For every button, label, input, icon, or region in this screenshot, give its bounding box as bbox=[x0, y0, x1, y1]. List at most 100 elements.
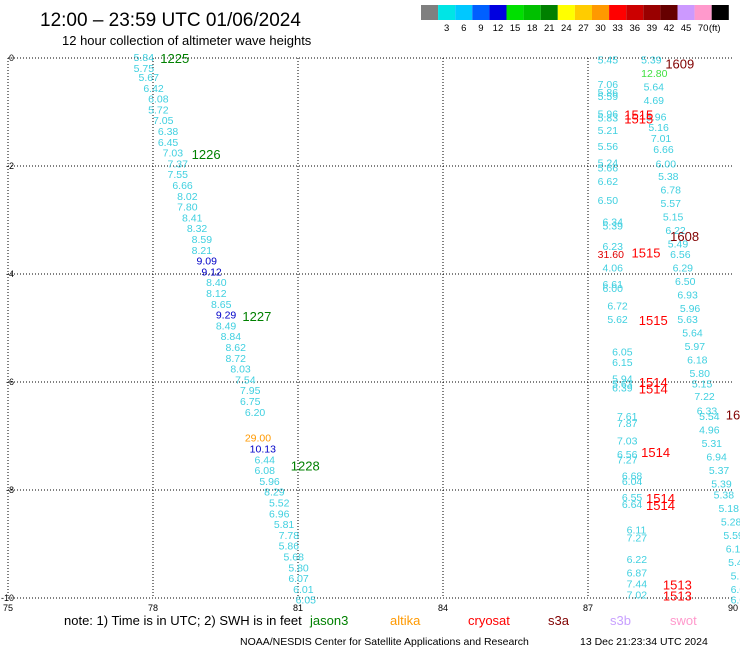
wave-height-label: 5.48 bbox=[728, 557, 740, 569]
legend-swatch bbox=[592, 5, 610, 20]
wave-height-label: 6.64 bbox=[622, 499, 643, 511]
wave-height-label: 5.38 bbox=[658, 171, 679, 183]
x-tick-label: 84 bbox=[438, 603, 448, 613]
wave-height-label: 7.06 bbox=[598, 79, 619, 91]
wave-height-label: 6.55 bbox=[622, 492, 643, 504]
wave-height-label: 6.68 bbox=[622, 471, 643, 483]
wave-height-label: 5.28 bbox=[721, 516, 740, 528]
wave-height-label: 6.05 bbox=[612, 346, 633, 358]
wave-height-label: 5.56 bbox=[598, 141, 619, 153]
satellite-legend: jason3 altika cryosat s3a s3b swot bbox=[309, 613, 697, 628]
wave-height-label: 5.66 bbox=[598, 163, 619, 175]
wave-height-label: 7.37 bbox=[168, 158, 189, 170]
legend-tick-label: 45 bbox=[681, 23, 692, 34]
pass-time-label: 1228 bbox=[291, 459, 320, 474]
wave-height-label: 6.08 bbox=[148, 94, 169, 106]
wave-height-label: 5.16 bbox=[648, 122, 669, 134]
legend-swatch bbox=[660, 5, 678, 20]
legend-swatch bbox=[643, 5, 661, 20]
wave-height-label: 5.96 bbox=[646, 111, 667, 123]
x-tick-label: 78 bbox=[148, 603, 158, 613]
pass-time-label: 1609 bbox=[665, 56, 694, 71]
wave-height-label: 6.33 bbox=[697, 406, 718, 418]
wave-height-label: 6.44 bbox=[255, 454, 276, 466]
wave-height-label: 6.61 bbox=[603, 279, 624, 291]
wave-height-label: 7.87 bbox=[617, 418, 638, 430]
wave-height-label: 5.96 bbox=[598, 109, 619, 121]
wave-height-label: 6.56 bbox=[670, 249, 691, 261]
legend-tick-label: 3 bbox=[444, 23, 449, 34]
wave-height-label: 5.96 bbox=[680, 303, 701, 315]
wave-height-label: 8.32 bbox=[187, 223, 208, 235]
satellite-name: jason3 bbox=[309, 613, 348, 628]
wave-height-label: 6.42 bbox=[143, 83, 164, 95]
legend-tick-label: 18 bbox=[527, 23, 538, 34]
wave-height-label: 5.62 bbox=[607, 314, 628, 326]
wave-height-label: 6.22 bbox=[665, 225, 686, 237]
legend-tick-label: 70 bbox=[698, 23, 709, 34]
wave-height-label: 6.66 bbox=[172, 180, 193, 192]
wave-height-label: 6.01 bbox=[293, 584, 314, 596]
wave-height-label: 29.00 bbox=[245, 433, 271, 445]
wave-height-label: 5.83 bbox=[598, 112, 619, 124]
wave-height-label: 6.23 bbox=[603, 241, 624, 253]
wave-height-label: 6.66 bbox=[653, 144, 674, 156]
pass-time-label: 1227 bbox=[242, 309, 271, 324]
y-tick-label: 0 bbox=[9, 53, 14, 63]
pass-time-label: 1515 bbox=[639, 313, 668, 328]
wave-height-label: 8.12 bbox=[206, 288, 227, 300]
x-tick-label: 81 bbox=[293, 603, 303, 613]
wave-height-label: 6.39 bbox=[612, 382, 633, 394]
wave-height-label: 5.31 bbox=[702, 438, 723, 450]
wave-height-label: 6.22 bbox=[627, 554, 648, 566]
pass-time-label: 1514 bbox=[646, 498, 675, 513]
legend-tick-label: 6 bbox=[461, 23, 466, 34]
satellite-name: s3a bbox=[548, 613, 570, 628]
legend-tick-label: 27 bbox=[578, 23, 589, 34]
wave-height-label: 7.02 bbox=[627, 589, 648, 601]
wave-height-label: 6.87 bbox=[627, 568, 648, 580]
wave-height-label: 4.06 bbox=[603, 263, 624, 275]
legend-tick-label: 30 bbox=[595, 23, 606, 34]
pass-time-label: 1515 bbox=[624, 111, 653, 126]
wave-height-label: 6.05 bbox=[296, 595, 317, 607]
y-tick-label: -6 bbox=[6, 377, 14, 387]
wave-height-label: 6.56 bbox=[617, 449, 638, 461]
legend-swatch bbox=[472, 5, 490, 20]
wave-height-label: 8.65 bbox=[211, 299, 232, 311]
wave-height-label: 5.72 bbox=[148, 104, 169, 116]
wave-height-label: 5.59 bbox=[598, 91, 619, 103]
footer-timestamp: 13 Dec 21:23:34 UTC 2024 bbox=[580, 636, 708, 648]
wave-height-label: 5.49 bbox=[668, 238, 689, 250]
wave-height-label: 8.62 bbox=[226, 342, 247, 354]
wave-height-label: 6.08 bbox=[255, 465, 276, 477]
pass-time-label: 1514 bbox=[639, 375, 668, 390]
footer-note: note: 1) Time is in UTC; 2) SWH is in fe… bbox=[64, 613, 302, 628]
satellite-name: swot bbox=[670, 613, 697, 628]
legend-swatch bbox=[557, 5, 575, 20]
satellite-name: cryosat bbox=[468, 613, 510, 628]
wave-height-label: 5.67 bbox=[139, 72, 160, 84]
wave-height-label: 6.04 bbox=[622, 476, 643, 488]
wave-height-label: 5.15 bbox=[663, 211, 684, 223]
wave-height-label: 8.72 bbox=[226, 353, 247, 365]
wave-height-label: 5.39 bbox=[641, 55, 662, 67]
pass-time-label: 1226 bbox=[192, 147, 221, 162]
pass-time-label: 1513 bbox=[663, 578, 692, 593]
legend-swatch bbox=[421, 5, 439, 20]
wave-height-label: 6.18 bbox=[687, 354, 708, 366]
chart-marks: 5.845.755.676.426.085.727.056.386.457.03… bbox=[134, 51, 740, 607]
color-legend: 3 6 9 12 15 18 21 24 27 30 33 36 39 42 45 70 (ft) bbox=[421, 5, 729, 34]
wave-height-label: 5.68 bbox=[284, 552, 305, 564]
wave-height-label: 6.93 bbox=[677, 290, 698, 302]
wave-height-label: 12.80 bbox=[641, 68, 667, 80]
wave-height-label: 6.07 bbox=[288, 573, 309, 585]
wave-height-label: 8.02 bbox=[177, 191, 198, 203]
wave-height-label: 5.18 bbox=[719, 503, 740, 515]
wave-height-label: 7.03 bbox=[163, 148, 184, 160]
wave-height-label: 10.13 bbox=[250, 444, 276, 456]
wave-height-label: 5.97 bbox=[685, 341, 706, 353]
y-tick-label: -10 bbox=[1, 593, 14, 603]
y-tick-label: -4 bbox=[6, 269, 14, 279]
